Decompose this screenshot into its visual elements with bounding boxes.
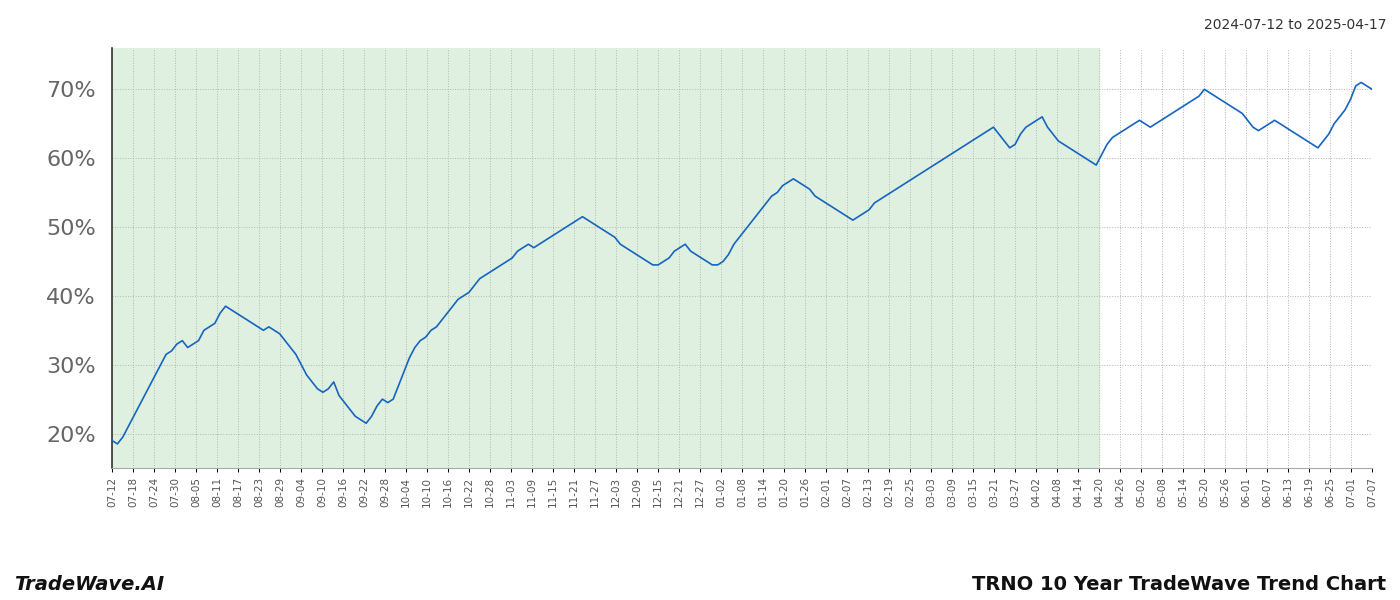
Text: TradeWave.AI: TradeWave.AI: [14, 575, 164, 594]
Bar: [112, 48, 1099, 468]
Text: 2024-07-12 to 2025-04-17: 2024-07-12 to 2025-04-17: [1204, 18, 1386, 32]
Text: TRNO 10 Year TradeWave Trend Chart: TRNO 10 Year TradeWave Trend Chart: [972, 575, 1386, 594]
